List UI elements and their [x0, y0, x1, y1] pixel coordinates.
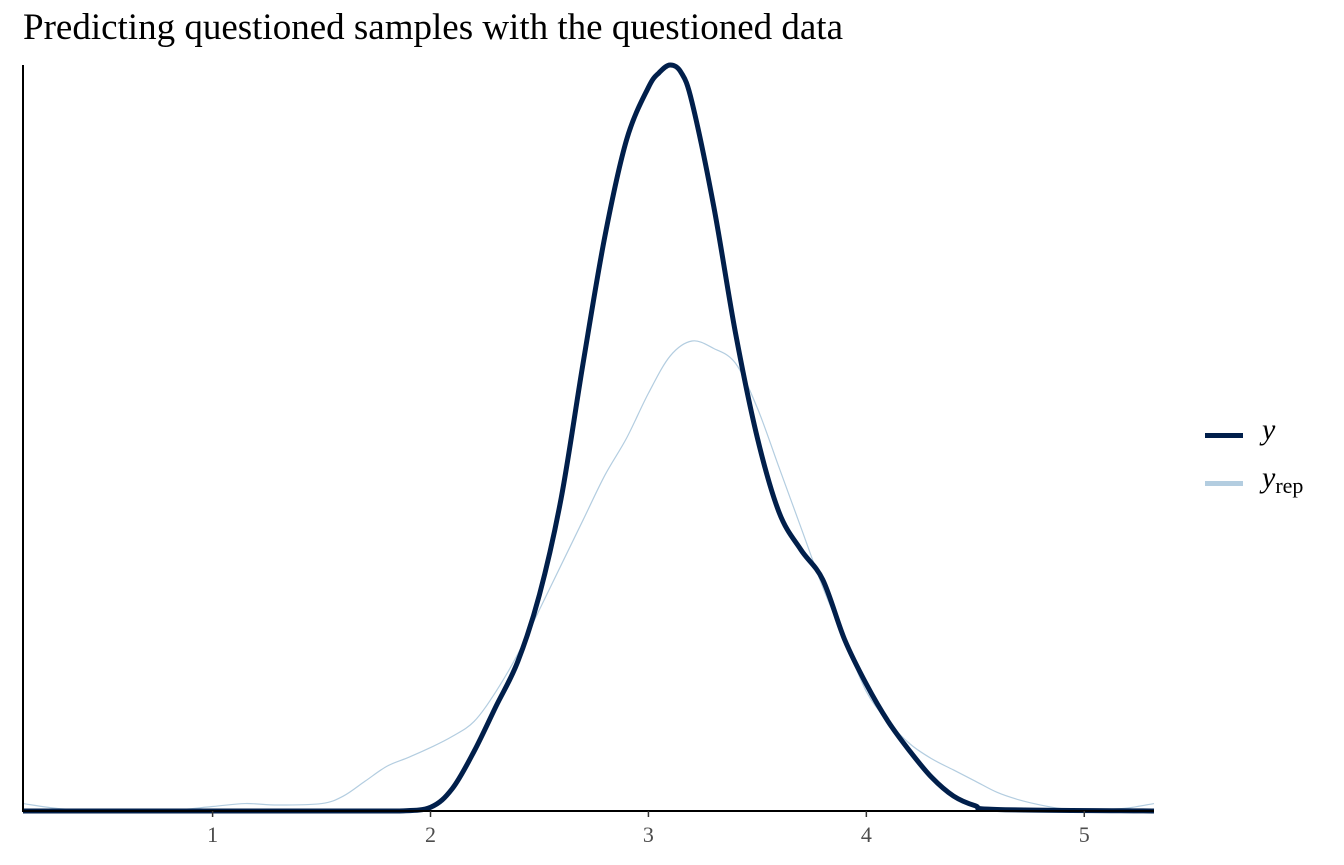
- legend-item-yrep: yrep: [1205, 461, 1340, 509]
- x-tick-label: 2: [425, 822, 436, 847]
- x-tick-layer: 1 2 3 4 5: [207, 811, 1090, 847]
- legend-swatch-y: [1205, 433, 1243, 438]
- series-line-y-rep: [22, 340, 1155, 812]
- legend-label-yrep: yrep: [1262, 461, 1303, 499]
- legend-label-yrep-sub: rep: [1275, 473, 1304, 498]
- series-layer: [22, 62, 1155, 814]
- series-line-y: [23, 62, 1155, 814]
- legend-swatch-yrep: [1205, 481, 1243, 486]
- chart-title: Predicting questioned samples with the q…: [23, 7, 843, 48]
- x-tick-label: 3: [643, 822, 654, 847]
- x-tick-label: 1: [207, 822, 218, 847]
- legend-label-yrep-main: y: [1262, 461, 1276, 494]
- x-tick-label: 4: [861, 822, 872, 847]
- legend-label-y: y: [1262, 413, 1276, 446]
- legend: y yrep: [1205, 413, 1340, 509]
- x-tick-label: 5: [1079, 822, 1090, 847]
- legend-item-y: y: [1205, 413, 1340, 461]
